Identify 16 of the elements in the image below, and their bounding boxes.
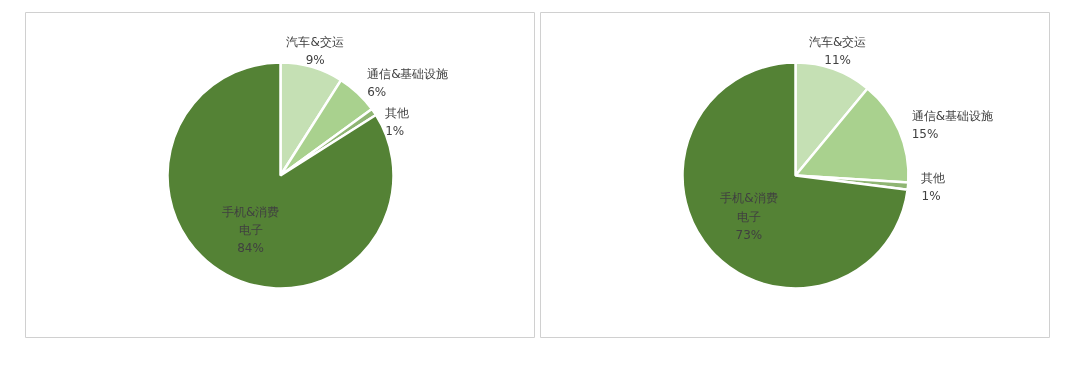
data-label: 73% [735,227,763,242]
slice-label: 其他 [921,171,946,186]
data-label: 15% [911,127,939,142]
slice-label: 汽车&交运 [286,35,344,50]
slice-label: 手机&消费电子 [720,191,778,224]
data-label: 84% [237,241,264,256]
slice-label: 汽车&交运 [808,35,867,50]
data-label: 1% [385,123,405,138]
data-label: 6% [367,85,387,100]
data-label: 11% [824,53,851,68]
slice-label: 通信&基础设施 [367,67,449,82]
slice-label: 手机&消费电子 [221,204,280,237]
data-label: 1% [921,189,941,204]
slice-label: 其他 [385,105,410,120]
slice-label: 通信&基础设施 [911,109,994,124]
data-label: 9% [305,53,325,68]
